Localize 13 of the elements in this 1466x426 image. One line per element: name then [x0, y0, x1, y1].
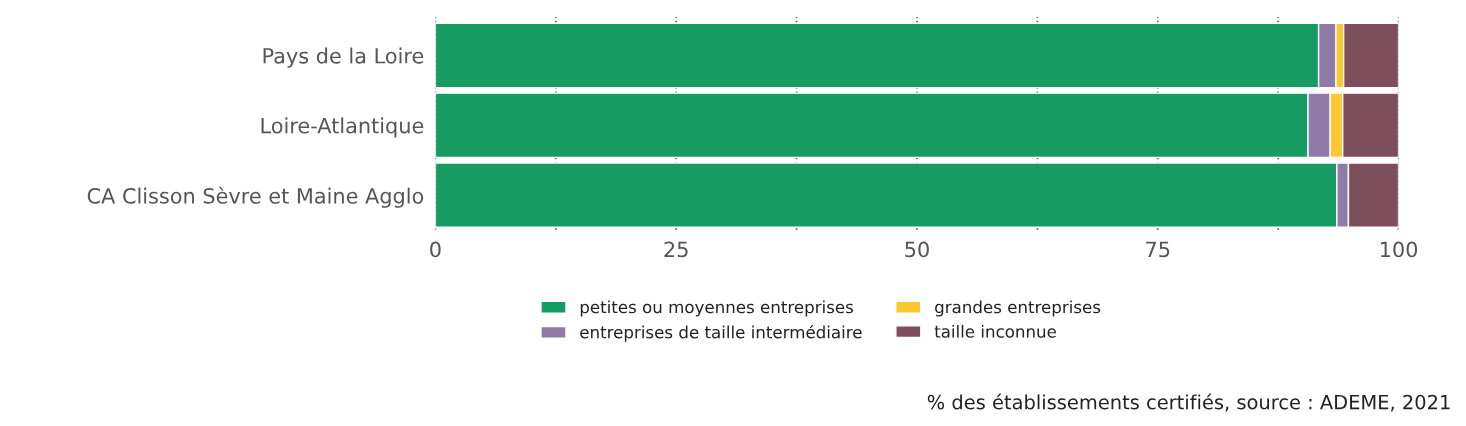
x-tick-label: 100 — [1380, 241, 1418, 258]
y-tick-label: Pays de la Loire — [263, 47, 424, 68]
legend-label: grandes entreprises — [935, 300, 1101, 317]
x-tick-label: 0 — [430, 241, 441, 258]
x-tick-label: 25 — [664, 241, 688, 258]
x-tick-label: 50 — [905, 241, 929, 258]
legend-label: entreprises de taille intermédiaire — [580, 324, 862, 342]
legend-label: taille inconnue — [934, 324, 1056, 338]
text: % des établissements certifiés, source : ADEME, 2021 — [927, 393, 1450, 412]
y-tick-label: CA Clisson Sèvre et Maine Agglo — [87, 186, 424, 208]
legend-label: petites ou moyennes entreprises — [580, 300, 853, 317]
x-tick-label: 75 — [1146, 241, 1170, 258]
y-tick-label: Loire-Atlantique — [261, 117, 424, 138]
